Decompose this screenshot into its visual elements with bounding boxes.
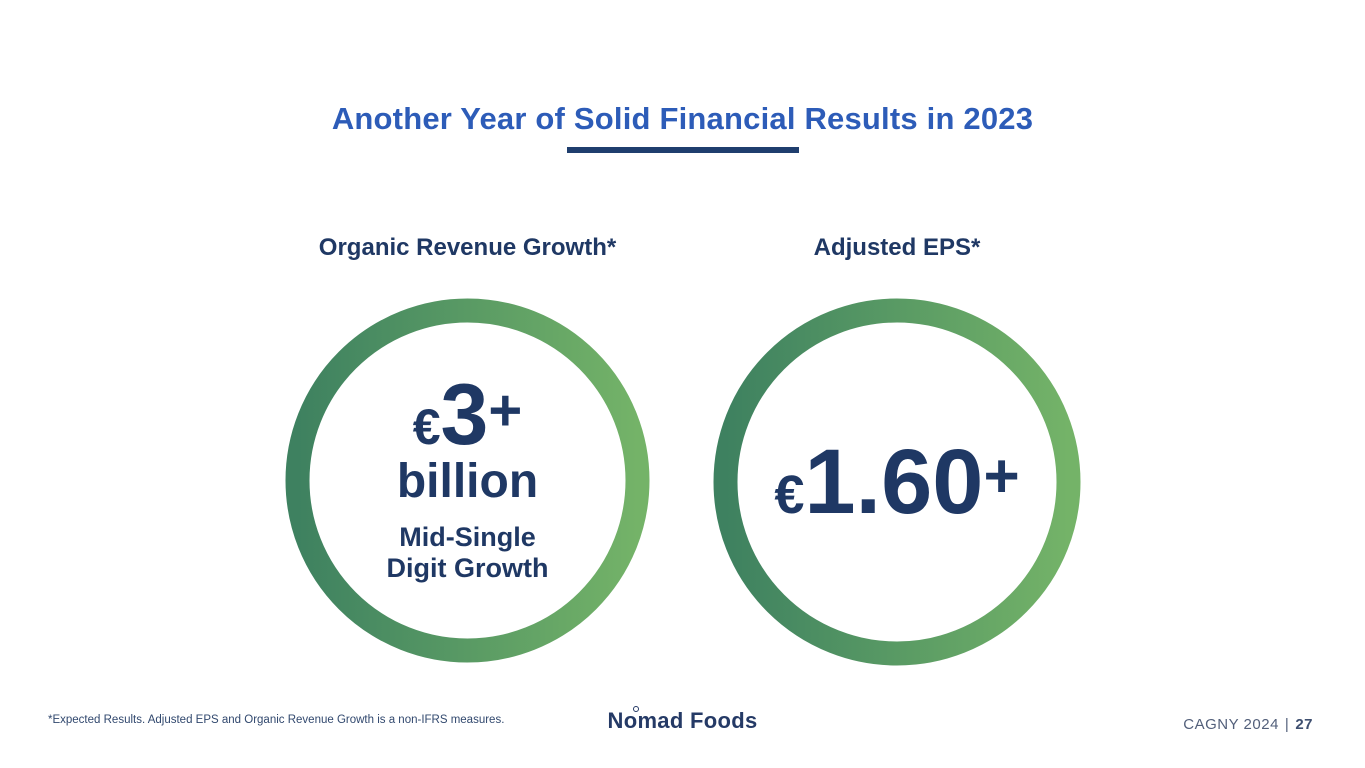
adjusted-eps-value-group: €1.60+ xyxy=(713,298,1081,666)
metric-header-organic-revenue-growth: Organic Revenue Growth* xyxy=(318,234,617,261)
title-underline xyxy=(566,147,799,153)
separator: | xyxy=(1284,716,1290,733)
logo-degree-mark-icon xyxy=(632,706,639,712)
amount-value: 3 xyxy=(440,366,489,463)
adjusted-eps-value: €1.60+ xyxy=(774,436,1020,528)
organic-revenue-growth-circle: €3+ billion Mid-Single Digit Growth xyxy=(285,298,650,663)
organic-revenue-value: €3+ xyxy=(412,372,523,458)
nomad-foods-logo: Nomad Foods xyxy=(0,706,1365,734)
organic-revenue-growth-value-group: €3+ billion Mid-Single Digit Growth xyxy=(285,298,650,663)
plus-suffix: + xyxy=(983,441,1020,511)
event-name: CAGNY 2024 xyxy=(1183,716,1279,733)
page-reference: CAGNY 2024 | 27 xyxy=(1183,716,1313,733)
adjusted-eps-circle: €1.60+ xyxy=(713,298,1081,666)
metric-header-adjusted-eps: Adjusted EPS* xyxy=(813,234,981,261)
gradient-ring-icon xyxy=(713,298,1081,666)
amount-value: 1.60 xyxy=(804,430,984,533)
unit-label: billion xyxy=(396,455,539,509)
growth-note-line2: Digit Growth xyxy=(386,553,549,584)
currency-symbol: € xyxy=(412,398,441,455)
currency-symbol: € xyxy=(774,464,805,525)
footnote: *Expected Results. Adjusted EPS and Orga… xyxy=(48,714,505,726)
logo-text: Nomad Foods xyxy=(607,708,758,733)
page-number: 27 xyxy=(1295,716,1313,733)
growth-note-line1: Mid-Single xyxy=(399,522,536,553)
growth-note: Mid-Single Digit Growth xyxy=(387,522,549,584)
plus-suffix: + xyxy=(488,377,523,443)
slide-title: Another Year of Solid Financial Results … xyxy=(331,100,1034,136)
gradient-ring-icon xyxy=(285,298,650,663)
